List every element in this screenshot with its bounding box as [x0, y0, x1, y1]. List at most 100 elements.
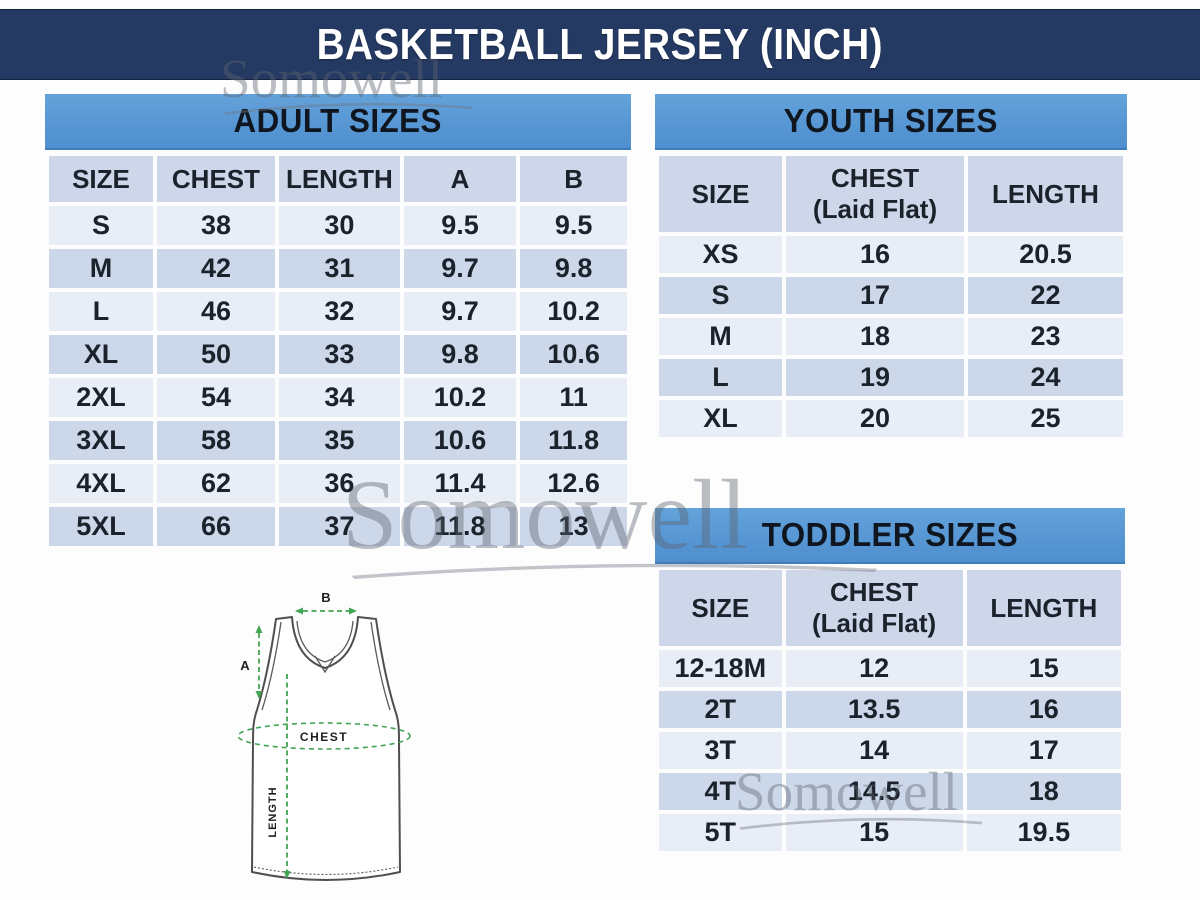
column-header-size: SIZE	[49, 156, 153, 202]
column-header-size: SIZE	[659, 570, 782, 646]
table-cell: 13	[520, 507, 627, 546]
table-cell: 3XL	[49, 421, 153, 460]
table-cell: 11.8	[520, 421, 627, 460]
adult-sizes-table: SIZE CHEST LENGTH A B S 38 30 9.5 9.5 M 42 31 9.…	[45, 152, 631, 550]
table-cell: 18	[786, 318, 964, 355]
table-row: L 19 24	[659, 359, 1123, 396]
table-cell: 42	[156, 249, 275, 288]
adult-sizes-title: ADULT SIZES	[233, 102, 443, 139]
table-cell: 62	[156, 464, 275, 503]
table-cell: 9.5	[520, 206, 627, 245]
youth-sizes-title: YOUTH SIZES	[783, 102, 999, 139]
table-row: 3XL 58 35 10.6 11.8	[49, 421, 627, 460]
table-cell: 58	[156, 421, 275, 460]
column-header-note: (Laid Flat)	[812, 194, 938, 224]
table-row: M 18 23	[659, 318, 1123, 355]
measure-b-label: B	[321, 590, 330, 605]
table-cell: 14.5	[785, 773, 963, 810]
column-header-size: SIZE	[659, 156, 783, 232]
table-cell: 30	[278, 206, 400, 245]
table-row: 2XL 54 34 10.2 11	[49, 378, 627, 417]
column-header-length: LENGTH	[966, 570, 1121, 646]
table-cell: 32	[278, 292, 400, 331]
table-row: XL 50 33 9.8 10.6	[49, 335, 627, 374]
table-cell: XS	[659, 236, 783, 273]
table-cell: 13.5	[785, 691, 963, 728]
table-row: XS 16 20.5	[659, 236, 1123, 273]
column-header-label: SIZE	[691, 592, 750, 623]
table-cell: 9.7	[403, 249, 517, 288]
table-cell: 24	[967, 359, 1123, 396]
column-header-row: SIZE CHEST LENGTH A B	[49, 156, 627, 202]
table-cell: 9.8	[403, 335, 517, 374]
table-cell: 46	[156, 292, 275, 331]
table-cell: S	[49, 206, 153, 245]
table-cell: 12.6	[520, 464, 627, 503]
table-row: 4XL 62 36 11.4 12.6	[49, 464, 627, 503]
table-cell: 19	[786, 359, 964, 396]
table-cell: 17	[786, 277, 964, 314]
table-cell: 20	[786, 400, 964, 437]
youth-sizes-header: YOUTH SIZES	[655, 94, 1127, 150]
table-cell: 66	[156, 507, 275, 546]
table-cell: 10.2	[403, 378, 517, 417]
table-cell: 54	[156, 378, 275, 417]
column-header-note: (Laid Flat)	[811, 608, 937, 638]
table-cell: 38	[156, 206, 275, 245]
table-cell: 20.5	[967, 236, 1123, 273]
table-cell: 36	[278, 464, 400, 503]
table-cell: 17	[966, 732, 1121, 769]
column-header-chest: CHEST (Laid Flat)	[786, 156, 964, 232]
youth-sizes-section: YOUTH SIZES SIZE CHEST (Laid Flat) LENGT…	[655, 94, 1127, 441]
jersey-outline	[251, 616, 401, 881]
table-cell: 2XL	[49, 378, 153, 417]
jersey-measurement-diagram: B A CHEST LENGTH	[237, 590, 411, 881]
table-cell: 15	[785, 814, 963, 851]
table-cell: 19.5	[966, 814, 1121, 851]
table-cell: XL	[659, 400, 783, 437]
table-cell: 11.8	[403, 507, 517, 546]
table-cell: 11	[520, 378, 627, 417]
table-cell: 22	[967, 277, 1123, 314]
table-row: 2T 13.5 16	[659, 691, 1121, 728]
adult-sizes-section: ADULT SIZES SIZE CHEST LENGTH A B S 38 30 9…	[45, 94, 631, 550]
table-row: 5T 15 19.5	[659, 814, 1121, 851]
toddler-sizes-title: TODDLER SIZES	[761, 516, 1019, 553]
table-cell: 9.5	[403, 206, 517, 245]
adult-sizes-header: ADULT SIZES	[45, 94, 631, 150]
column-header-label: CHEST	[830, 577, 919, 608]
column-header-label: LENGTH	[992, 178, 1099, 209]
table-cell: L	[659, 359, 783, 396]
measure-b-arrow	[295, 607, 357, 615]
table-cell: 23	[967, 318, 1123, 355]
column-header-length: LENGTH	[278, 156, 400, 202]
measure-a-label: A	[240, 658, 250, 673]
table-cell: M	[659, 318, 783, 355]
column-header-label: CHEST	[830, 163, 920, 194]
table-cell: S	[659, 277, 783, 314]
measure-length-label: LENGTH	[267, 786, 279, 837]
table-cell: 5XL	[49, 507, 153, 546]
table-row: XL 20 25	[659, 400, 1123, 437]
table-cell: 16	[786, 236, 964, 273]
table-cell: 3T	[659, 732, 782, 769]
table-cell: 25	[967, 400, 1123, 437]
table-cell: 10.6	[403, 421, 517, 460]
table-cell: 35	[278, 421, 400, 460]
table-cell: 10.6	[520, 335, 627, 374]
column-header-a: A	[403, 156, 517, 202]
column-header-row: SIZE CHEST (Laid Flat) LENGTH	[659, 156, 1123, 232]
table-cell: 34	[278, 378, 400, 417]
column-header-chest: CHEST (Laid Flat)	[785, 570, 963, 646]
table-row: 3T 14 17	[659, 732, 1121, 769]
table-cell: 37	[278, 507, 400, 546]
table-row: 4T 14.5 18	[659, 773, 1121, 810]
table-cell: 12	[785, 650, 963, 687]
title-banner: BASKETBALL JERSEY (INCH)	[0, 9, 1200, 80]
table-cell: 18	[966, 773, 1121, 810]
toddler-sizes-table: SIZE CHEST (Laid Flat) LENGTH 12-18M 12 15…	[655, 566, 1125, 855]
measure-length-arrow	[283, 674, 291, 879]
measure-chest-label: CHEST	[300, 730, 348, 744]
column-header-chest: CHEST	[156, 156, 275, 202]
